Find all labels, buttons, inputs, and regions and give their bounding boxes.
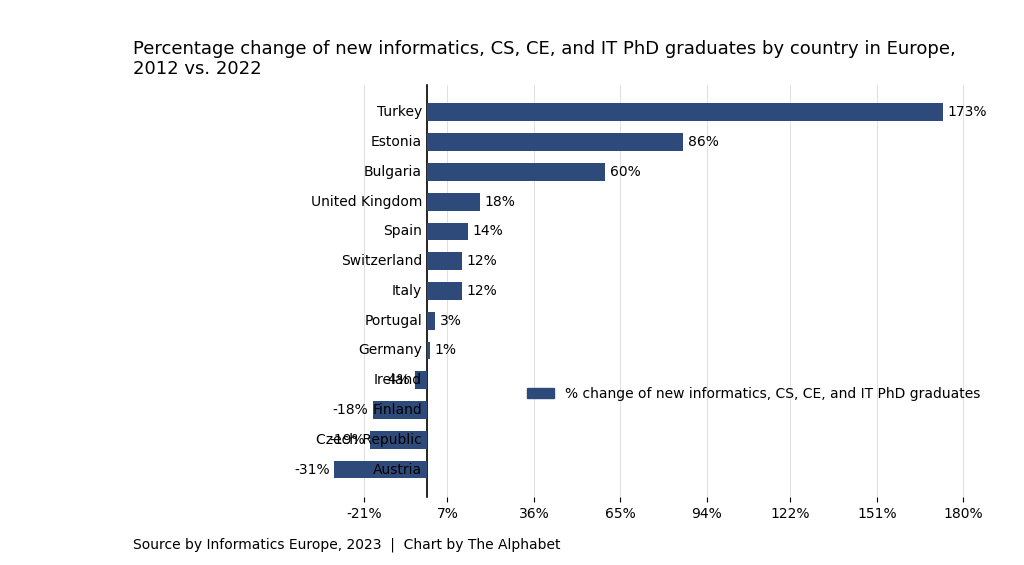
Bar bbox=[370, 431, 427, 449]
Text: -19%: -19% bbox=[330, 433, 366, 447]
Text: Czech Republic: Czech Republic bbox=[316, 433, 422, 447]
Bar bbox=[427, 312, 435, 329]
Text: 12%: 12% bbox=[467, 254, 498, 268]
Bar bbox=[427, 193, 480, 211]
Text: Spain: Spain bbox=[383, 224, 422, 238]
Text: United Kingdom: United Kingdom bbox=[310, 195, 422, 208]
Bar bbox=[427, 253, 462, 270]
Text: 12%: 12% bbox=[467, 284, 498, 298]
Text: Switzerland: Switzerland bbox=[341, 254, 422, 268]
Text: 18%: 18% bbox=[484, 195, 515, 208]
Text: -18%: -18% bbox=[333, 403, 369, 417]
Bar bbox=[427, 103, 942, 121]
Text: 86%: 86% bbox=[687, 135, 719, 149]
Text: -31%: -31% bbox=[294, 463, 330, 476]
Bar bbox=[427, 133, 683, 151]
Text: 1%: 1% bbox=[434, 344, 456, 358]
Text: Source by Informatics Europe, 2023  |  Chart by The Alphabet: Source by Informatics Europe, 2023 | Cha… bbox=[133, 537, 560, 551]
Text: 173%: 173% bbox=[947, 106, 986, 119]
Bar bbox=[427, 163, 605, 181]
Bar bbox=[427, 223, 468, 240]
Text: Austria: Austria bbox=[373, 463, 422, 476]
Text: Estonia: Estonia bbox=[371, 135, 422, 149]
Bar bbox=[427, 342, 429, 359]
Text: -4%: -4% bbox=[383, 373, 410, 387]
Text: Italy: Italy bbox=[392, 284, 422, 298]
Bar bbox=[334, 460, 427, 479]
Text: Turkey: Turkey bbox=[377, 106, 422, 119]
Text: Germany: Germany bbox=[358, 344, 422, 358]
Text: Bulgaria: Bulgaria bbox=[365, 165, 422, 179]
Text: Percentage change of new informatics, CS, CE, and IT PhD graduates by country in: Percentage change of new informatics, CS… bbox=[133, 40, 955, 79]
Legend: % change of new informatics, CS, CE, and IT PhD graduates: % change of new informatics, CS, CE, and… bbox=[521, 381, 986, 407]
Text: 60%: 60% bbox=[610, 165, 641, 179]
Text: Ireland: Ireland bbox=[374, 373, 422, 387]
Bar bbox=[415, 371, 427, 389]
Text: Finland: Finland bbox=[373, 403, 422, 417]
Text: Portugal: Portugal bbox=[365, 314, 422, 328]
Text: 14%: 14% bbox=[473, 224, 504, 238]
Bar bbox=[373, 401, 427, 419]
Bar bbox=[427, 282, 462, 300]
Text: 3%: 3% bbox=[440, 314, 462, 328]
